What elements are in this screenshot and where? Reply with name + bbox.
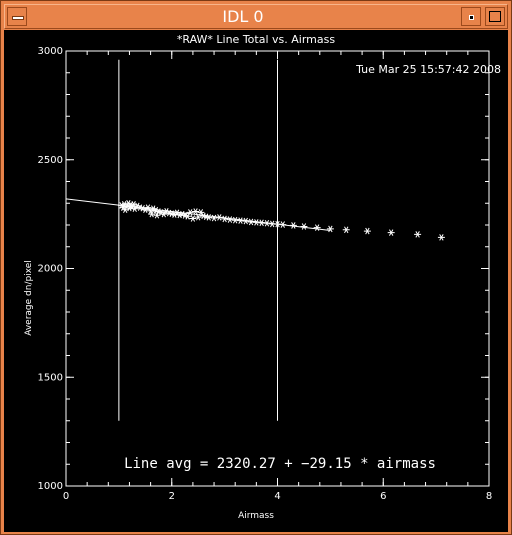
scatter-chart: 0 2 4 6 8 1000 1500 2000 2500 3000 *RAW* Line Tot… — [24, 33, 501, 521]
data-point — [148, 210, 156, 218]
data-point — [189, 215, 197, 222]
data-point — [205, 214, 213, 221]
asterisk-marker — [192, 208, 200, 215]
data-point — [437, 234, 445, 241]
chart-text: *RAW* Line Total vs. Airmass Tue Mar 25 … — [24, 33, 501, 521]
asterisk-marker — [363, 227, 371, 235]
data-point — [263, 219, 271, 227]
asterisk-marker — [215, 214, 223, 221]
x-axis-label: Airmass — [238, 511, 274, 521]
asterisk-marker — [326, 225, 334, 233]
plot-canvas: 0 2 4 6 8 1000 1500 2000 2500 3000 *RAW* Line Tot… — [4, 30, 508, 532]
asterisk-marker — [313, 224, 321, 231]
minimize-button[interactable] — [461, 7, 481, 26]
y-tick-label: 2500 — [38, 155, 63, 166]
data-point — [144, 204, 152, 211]
data-point — [221, 215, 229, 223]
x-tick-label: 4 — [274, 491, 280, 502]
asterisk-marker — [144, 204, 152, 211]
asterisk-marker — [414, 231, 422, 238]
asterisk-marker — [205, 214, 213, 221]
asterisk-marker — [160, 210, 168, 218]
data-points — [118, 199, 445, 241]
data-point — [313, 224, 321, 231]
x-tick-label: 0 — [63, 491, 69, 502]
data-point — [387, 229, 395, 236]
asterisk-marker — [263, 219, 271, 227]
data-point — [160, 210, 168, 218]
data-point — [197, 209, 205, 216]
window-title: IDL 0 — [222, 7, 264, 26]
asterisk-marker — [226, 216, 234, 223]
data-point — [186, 209, 194, 216]
x-tick-label: 8 — [486, 491, 492, 502]
axis-ticks: 0 2 4 6 8 1000 1500 2000 2500 3000 — [38, 46, 493, 502]
data-point — [242, 217, 250, 225]
asterisk-marker — [148, 210, 156, 218]
asterisk-marker — [437, 234, 445, 241]
asterisk-marker — [387, 229, 395, 236]
asterisk-marker — [342, 226, 350, 234]
y-tick-label: 3000 — [38, 46, 63, 57]
asterisk-marker — [279, 221, 287, 228]
fit-equation: Line avg = 2320.27 + −29.15 * airmass — [124, 456, 436, 472]
data-point — [192, 208, 200, 215]
maximize-icon — [489, 11, 501, 22]
data-point — [289, 222, 297, 229]
asterisk-marker — [300, 223, 308, 230]
vertical-markers — [118, 59, 278, 421]
data-point — [226, 216, 234, 223]
asterisk-marker — [131, 205, 139, 212]
asterisk-marker — [221, 215, 229, 223]
data-point — [279, 221, 287, 228]
data-point — [131, 205, 139, 212]
y-tick-label: 1000 — [38, 481, 63, 492]
x-tick-label: 2 — [169, 491, 175, 502]
data-point — [210, 214, 218, 222]
chart-title: *RAW* Line Total vs. Airmass — [177, 33, 335, 46]
data-point — [300, 223, 308, 230]
data-point — [215, 214, 223, 221]
data-point — [363, 227, 371, 235]
y-tick-label: 2000 — [38, 264, 63, 275]
data-point — [342, 226, 350, 234]
window-menu-button[interactable] — [7, 7, 27, 26]
asterisk-marker — [189, 215, 197, 222]
fit-line-group — [65, 198, 331, 232]
data-point — [414, 231, 422, 238]
maximize-button[interactable] — [485, 7, 505, 26]
asterisk-marker — [210, 214, 218, 222]
y-tick-label: 1500 — [38, 372, 63, 383]
fit-line — [65, 198, 331, 232]
title-bar[interactable]: IDL 0 — [4, 4, 508, 29]
data-point — [326, 225, 334, 233]
y-axis-label: Average dn/pixel — [24, 260, 34, 336]
asterisk-marker — [289, 222, 297, 229]
asterisk-marker — [242, 217, 250, 225]
asterisk-marker — [186, 209, 194, 216]
x-tick-label: 6 — [380, 491, 386, 502]
window-menu-icon — [12, 16, 24, 20]
minimize-icon — [469, 15, 474, 20]
asterisk-marker — [197, 209, 205, 216]
timestamp: Tue Mar 25 15:57:42 2008 — [355, 63, 501, 76]
